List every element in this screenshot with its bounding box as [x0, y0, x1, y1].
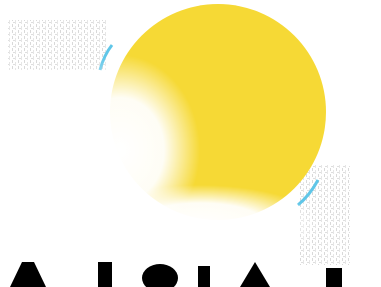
cloud-fade: [80, 185, 320, 265]
cropped-glyphs: [10, 262, 342, 287]
glyph: [98, 262, 112, 287]
glyph: [10, 262, 46, 287]
weather-icon: [0, 0, 381, 287]
glyph: [240, 262, 270, 287]
glyph: [142, 264, 178, 287]
glyph: [198, 266, 210, 287]
page: (() => { const data = JSON.parse(documen…: [0, 0, 381, 287]
glyph: [326, 268, 342, 287]
